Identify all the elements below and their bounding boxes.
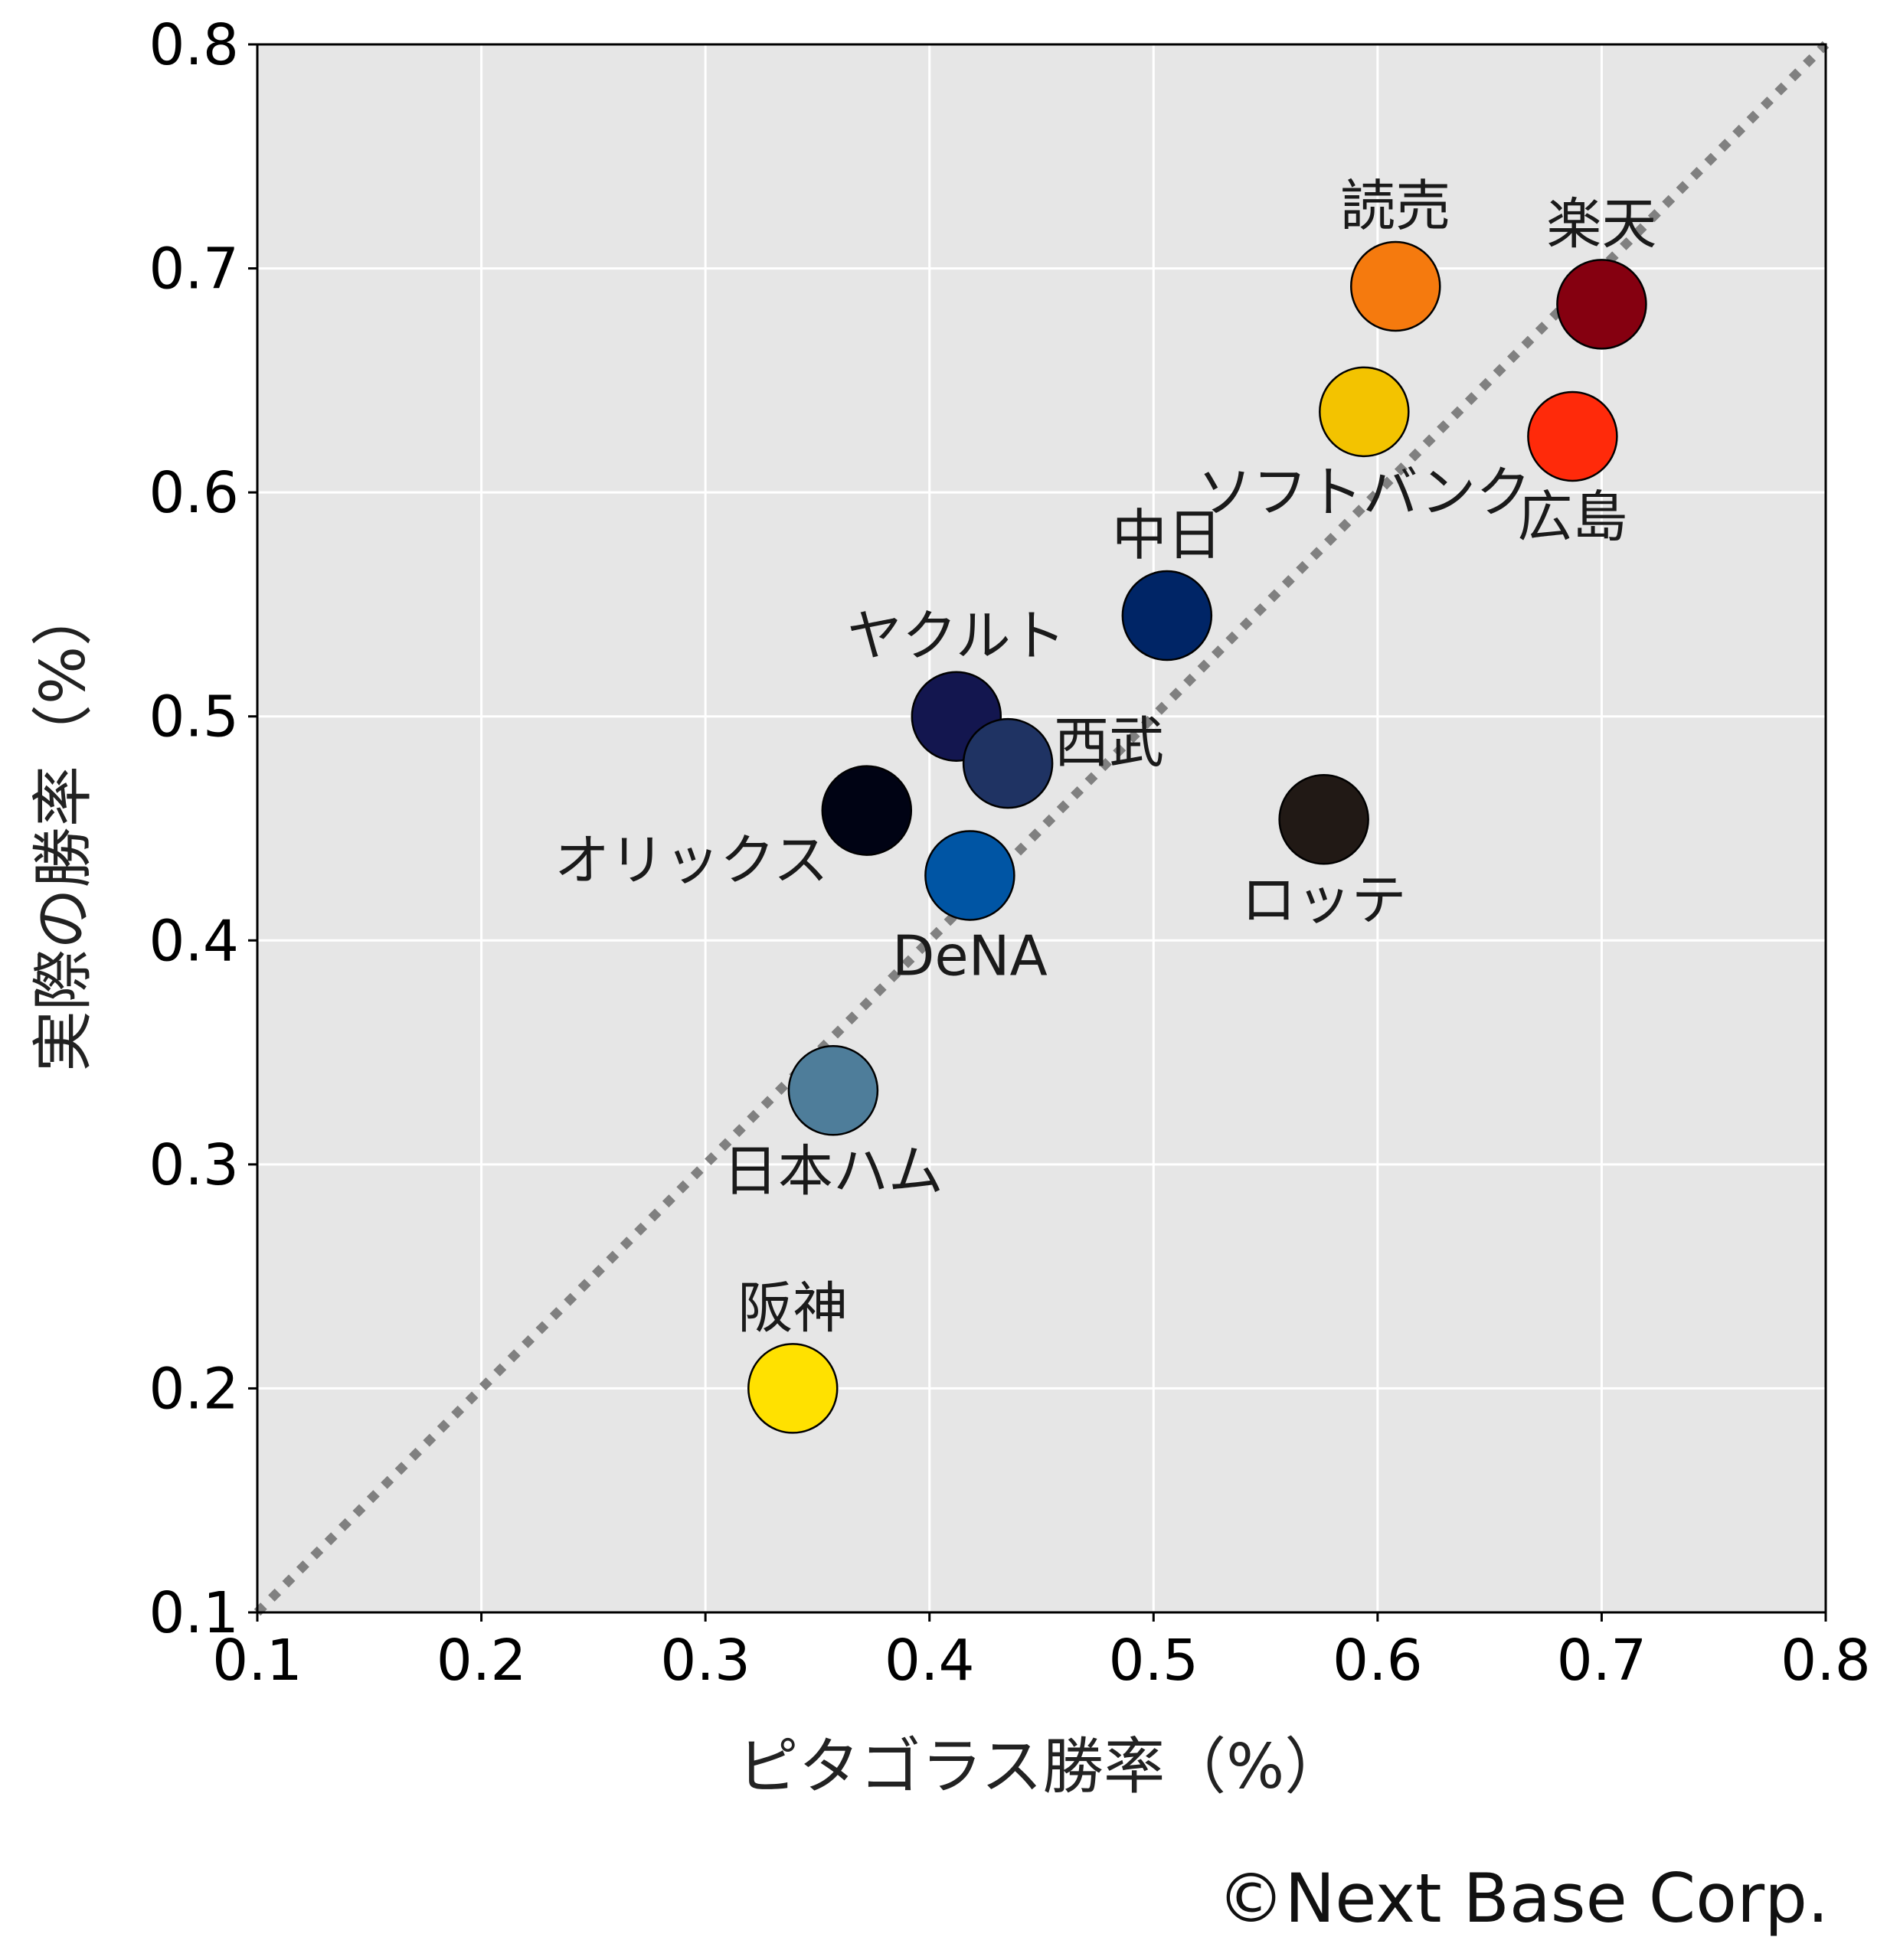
point-label: ソフトバンク <box>1197 460 1531 524</box>
point-label: ロッテ <box>1241 867 1407 932</box>
x-tick-label: 0.2 <box>437 1628 527 1694</box>
x-tick-label: 0.1 <box>212 1628 302 1694</box>
point-label: 広島 <box>1517 485 1627 549</box>
data-point <box>1278 774 1369 865</box>
data-point <box>1556 259 1647 350</box>
x-tick-label: 0.4 <box>885 1628 975 1694</box>
y-tick-label: 0.8 <box>149 12 239 78</box>
y-axis-title: 実際の勝率（%） <box>28 585 99 1072</box>
data-point <box>1527 390 1618 482</box>
data-point <box>821 765 913 856</box>
y-tick-label: 0.6 <box>149 460 239 526</box>
point-label: 阪神 <box>737 1276 848 1340</box>
x-tick-label: 0.5 <box>1108 1628 1199 1694</box>
x-tick-label: 0.6 <box>1333 1628 1423 1694</box>
data-point <box>1121 570 1213 662</box>
data-point <box>924 830 1015 921</box>
x-tick-label: 0.7 <box>1557 1628 1647 1694</box>
data-point <box>787 1045 879 1136</box>
copyright-credit: ©Next Base Corp. <box>1217 1859 1829 1938</box>
y-tick-label: 0.2 <box>149 1356 239 1422</box>
data-point <box>1350 240 1441 332</box>
point-label: 読売 <box>1340 174 1450 238</box>
point-label: 日本ハム <box>723 1138 943 1203</box>
data-points <box>747 240 1647 1434</box>
y-tick-label: 0.7 <box>149 237 239 302</box>
point-label: DeNA <box>892 923 1048 988</box>
data-point <box>962 717 1054 809</box>
y-tick-label: 0.1 <box>149 1580 239 1646</box>
data-point <box>1319 366 1410 458</box>
point-label: 西武 <box>1054 710 1164 775</box>
x-axis-title: ピタゴラス勝率（%） <box>737 1731 1346 1802</box>
data-point <box>747 1343 839 1434</box>
point-label: オリックス <box>554 828 829 893</box>
x-tick-label: 0.8 <box>1781 1628 1871 1694</box>
point-label: 中日 <box>1112 503 1222 567</box>
x-tick-label: 0.3 <box>660 1628 751 1694</box>
y-tick-label: 0.5 <box>149 684 239 750</box>
x-axis-ticks: 0.1 0.2 0.3 0.4 0.5 0.6 0.7 0.8 <box>212 1612 1871 1694</box>
point-label: ヤクルト <box>847 604 1066 668</box>
y-axis-ticks: 0.1 0.2 0.3 0.4 0.5 0.6 0.7 0.8 <box>149 12 257 1646</box>
point-label: 楽天 <box>1546 191 1656 256</box>
y-tick-label: 0.3 <box>149 1132 239 1198</box>
y-tick-label: 0.4 <box>149 908 239 974</box>
plot-frame <box>256 43 1827 1614</box>
